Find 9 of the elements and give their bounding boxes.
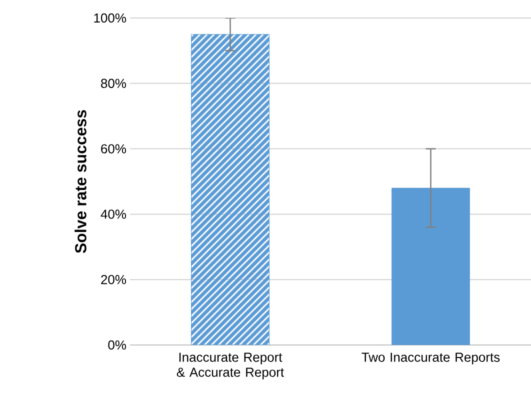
y-tick-label: 40% <box>100 210 126 219</box>
y-axis-title: Solve rate success <box>74 110 86 254</box>
x-tick-label: Two Inaccurate Reports <box>362 352 500 364</box>
y-tick-label: 80% <box>101 78 126 88</box>
y-tick-label: 100% <box>94 13 126 23</box>
x-tick-label: Inaccurate Report & Accurate Report <box>176 352 284 380</box>
y-tick-label: 20% <box>101 274 126 284</box>
y-tick-label: 0% <box>108 340 126 350</box>
y-tick-label: 60% <box>101 144 126 154</box>
